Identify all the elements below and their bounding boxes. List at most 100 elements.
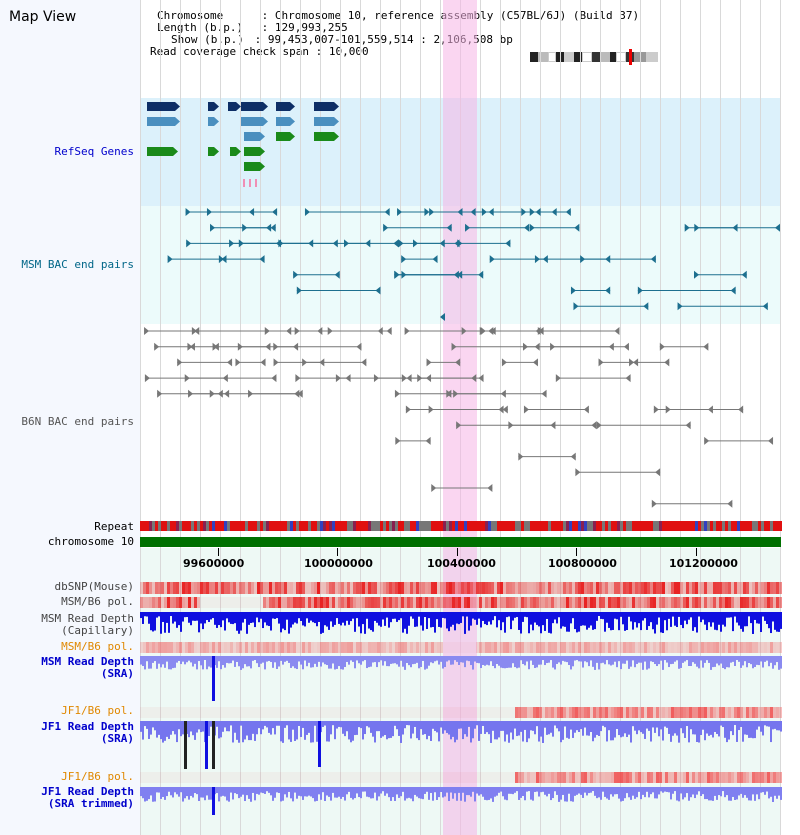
- repeat-block: [539, 521, 542, 531]
- heat-cell: [287, 582, 290, 594]
- depth-bar: [196, 721, 198, 733]
- selected-region-highlight[interactable]: [443, 0, 477, 835]
- depth-bar: [688, 787, 690, 801]
- repeat-block: [182, 521, 185, 531]
- depth-bar: [246, 612, 248, 634]
- heat-cell: [296, 582, 299, 594]
- depth-bar: [412, 612, 414, 619]
- depth-bar: [168, 612, 170, 633]
- depth-bar: [562, 787, 564, 795]
- depth-bar: [464, 721, 466, 735]
- heat-cell: [605, 707, 608, 718]
- heat-cell: [527, 582, 530, 594]
- label-msm-read-depth-cap[interactable]: MSM Read Depth (Capillary): [41, 612, 134, 637]
- heat-cell: [401, 597, 404, 608]
- bac-end-marker: [591, 421, 597, 430]
- depth-bar: [276, 612, 278, 619]
- depth-spike: [212, 787, 215, 815]
- depth-bar: [384, 612, 386, 626]
- heat-cell: [449, 707, 452, 718]
- heat-cell: [716, 642, 719, 653]
- heat-cell: [632, 582, 635, 594]
- label-jf1-read-depth-trim[interactable]: JF1 Read Depth (SRA trimmed): [41, 785, 134, 810]
- chromosome-bar: [140, 537, 781, 547]
- heat-cell: [476, 582, 479, 594]
- depth-bar: [446, 721, 448, 733]
- depth-bar: [752, 721, 754, 739]
- heat-cell: [716, 582, 719, 594]
- heat-cell: [350, 707, 353, 718]
- depth-bar: [300, 612, 302, 621]
- depth-bar: [250, 787, 252, 802]
- heat-cell: [407, 642, 410, 653]
- depth-bar: [414, 721, 416, 727]
- depth-bar: [632, 656, 634, 661]
- depth-bar: [606, 612, 608, 623]
- repeat-block: [629, 521, 632, 531]
- depth-bar: [666, 656, 668, 663]
- label-dbsnp[interactable]: dbSNP(Mouse): [54, 580, 134, 593]
- label-jf1-b6-pol-trim[interactable]: JF1/B6 pol.: [61, 770, 134, 783]
- heat-cell: [500, 582, 503, 594]
- heat-cell: [446, 707, 449, 718]
- depth-bar: [556, 721, 558, 729]
- bac-end-marker: [478, 374, 484, 383]
- label-msm-b6-pol[interactable]: MSM/B6 pol.: [61, 595, 134, 608]
- depth-bar: [404, 787, 406, 801]
- depth-bar: [426, 656, 428, 669]
- heat-cell: [659, 597, 662, 608]
- heat-cell: [500, 642, 503, 653]
- depth-bar: [432, 656, 434, 664]
- depth-bar: [510, 787, 512, 794]
- heat-cell: [197, 597, 200, 608]
- heat-cell: [302, 772, 305, 783]
- label-msm-b6-pol-sra[interactable]: MSM/B6 pol.: [61, 640, 134, 653]
- depth-bar: [618, 612, 620, 631]
- gene-strand-arrow: [334, 117, 339, 126]
- depth-bar: [278, 612, 280, 624]
- label-msm-read-depth-sra[interactable]: MSM Read Depth (SRA): [41, 655, 134, 680]
- depth-bar: [166, 612, 168, 623]
- depth-spike: [318, 721, 321, 767]
- label-repeat[interactable]: Repeat: [94, 520, 134, 533]
- label-refseq-genes[interactable]: RefSeq Genes: [54, 145, 134, 158]
- depth-bar: [728, 656, 730, 668]
- depth-bar: [382, 787, 384, 792]
- depth-bar: [396, 612, 398, 622]
- heat-cell: [158, 772, 161, 783]
- depth-bar: [746, 721, 748, 735]
- depth-bar: [190, 612, 192, 626]
- heat-cell: [713, 707, 716, 718]
- depth-bar: [720, 721, 722, 726]
- heat-cell: [491, 642, 494, 653]
- depth-bar: [690, 656, 692, 667]
- depth-bar: [324, 612, 326, 626]
- heat-cell: [203, 582, 206, 594]
- heat-cell: [296, 772, 299, 783]
- heat-cell: [452, 772, 455, 783]
- depth-bar: [162, 721, 164, 743]
- repeat-block: [626, 521, 629, 531]
- label-b6n-bac[interactable]: B6N BAC end pairs: [21, 415, 134, 428]
- heat-cell: [221, 642, 224, 653]
- depth-bar: [742, 656, 744, 666]
- depth-bar: [392, 721, 394, 737]
- label-msm-bac[interactable]: MSM BAC end pairs: [21, 258, 134, 271]
- heat-cell: [329, 642, 332, 653]
- depth-bar: [512, 721, 514, 740]
- depth-bar: [458, 656, 460, 665]
- heat-cell: [602, 597, 605, 608]
- bac-end-marker: [273, 358, 279, 367]
- label-jf1-b6-pol[interactable]: JF1/B6 pol.: [61, 704, 134, 717]
- gene-feature: [244, 162, 260, 171]
- heat-cell: [704, 582, 707, 594]
- heat-cell: [173, 582, 176, 594]
- label-jf1-read-depth[interactable]: JF1 Read Depth (SRA): [41, 720, 134, 745]
- depth-bar: [540, 656, 542, 665]
- heat-cell: [254, 642, 257, 653]
- bac-end-marker: [465, 223, 471, 232]
- depth-bar: [482, 612, 484, 621]
- depth-bar: [354, 787, 356, 799]
- heat-cell: [653, 597, 656, 608]
